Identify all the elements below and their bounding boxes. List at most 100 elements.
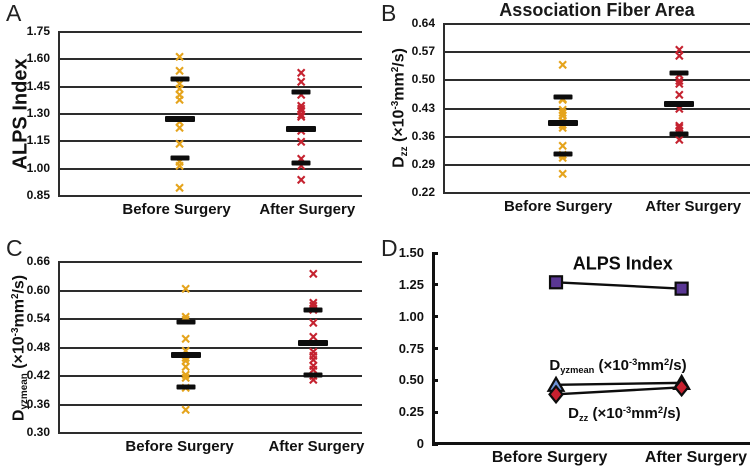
panel-b-dzz: B Association Fiber Area Dzz (×10-3mm2/s… [377,0,755,235]
x-marker-before: × [180,370,192,386]
gridline [58,31,362,33]
mean-bar [298,339,329,346]
sd-bar [553,151,573,157]
x-marker-before: × [557,167,569,183]
x-marker-before: × [174,64,186,80]
axis-tick [432,347,438,350]
x-marker-after: × [673,43,686,59]
panel-letter-c: C [6,235,23,261]
category-label-after: After Surgery [259,201,356,218]
y-tick-label: 0.50 [411,72,435,87]
chart-title-association-fiber-area: Association Fiber Area [499,0,695,20]
sd-bar [669,70,689,76]
gridline [58,432,362,434]
gridline [58,318,362,320]
sd-bar [170,155,190,161]
square-marker-alps-index [674,281,689,296]
sd-bar [303,307,323,313]
mean-bar [170,352,201,359]
gridline [58,289,362,292]
x-marker-after: × [307,373,320,389]
x-marker-after: × [673,87,686,103]
y-tick-label: 0.22 [411,185,435,199]
category-label-after: After Surgery [268,438,365,455]
x-marker-before: × [180,309,192,325]
category-label-before: Before Surgery [491,449,608,466]
x-marker-after: × [307,315,320,331]
line-chart-canvas [546,275,692,405]
y-tick-label: 0.66 [26,254,50,268]
x-marker-after: × [307,329,320,345]
x-marker-before: × [557,138,569,154]
x-marker-before: × [174,155,186,171]
y-tick-label: 0.85 [26,188,50,202]
x-marker-before: × [557,108,569,124]
series-label-0: ALPS Index [572,253,673,274]
x-marker-after: × [295,158,307,174]
y-tick-label: 1.00 [26,160,50,175]
panel-a-alps-index: A ALPS Index × × × × × × × × × × × × × × × × × × × × × × × × × 1… [0,0,377,235]
x-marker-before: × [557,121,569,137]
series-line-alps-index [555,281,682,290]
square-marker-alps-index [548,275,564,290]
x-marker-before: × [174,49,186,65]
x-marker-after: × [295,109,307,125]
x-marker-after: × [295,173,307,189]
axis-tick [432,410,438,414]
gridline [58,58,362,61]
x-marker-before: × [557,102,569,118]
y-tick-label: 1.30 [26,106,50,120]
x-marker-before: × [174,158,186,174]
y-tick-label: 0.75 [398,340,424,356]
x-marker-before: × [180,350,192,366]
x-marker-after: × [307,362,320,378]
x-marker-before: × [174,82,186,98]
x-marker-before: × [180,359,192,375]
gridline [443,107,750,110]
sd-bar [553,94,573,100]
x-marker-after: × [307,345,320,361]
x-marker-after: × [295,65,307,81]
x-marker-after: × [673,120,686,136]
panel-d-summary-lines: D ALPS Index Dyzmean (×10-3mm2/s) Dzz (×10… [377,235,755,471]
x-marker-before: × [174,115,186,131]
y-tick-label: 0.30 [26,425,50,439]
y-tick-label: 1.00 [398,308,424,324]
x-marker-after: × [307,349,320,365]
gridline [443,23,750,25]
y-tick-label: 0.50 [398,372,424,388]
plot-area-c: ××××××××××××××××××××××××× [58,261,362,434]
x-marker-before: × [180,367,192,383]
series-line-dyzmean [556,381,682,386]
y-tick-label: 0 [416,436,424,451]
x-marker-after: × [307,299,320,315]
x-marker-after: × [673,73,686,89]
gridline [443,51,750,54]
panel-letter-a: A [6,0,22,26]
mean-bar [547,119,578,126]
x-marker-before: × [174,136,186,152]
mean-bar [664,101,695,108]
panel-letter-d: D [381,235,398,261]
gridline [58,403,362,406]
panel-letter-b: B [381,0,397,26]
x-marker-before: × [174,180,186,196]
x-marker-after: × [673,118,686,134]
gridline [443,135,750,138]
x-marker-after: × [307,358,320,374]
y-tick-label: 1.75 [26,24,50,38]
panel-c-dyzmean: C Dyzmean (×10-3mm2/s) × × × × × × × × × × × × × × × × ×… [0,235,377,471]
x-marker-after: × [673,76,686,92]
category-label-before: Before Surgery [125,438,234,455]
y-tick-label: 1.15 [26,133,50,148]
y-tick-label: 0.64 [411,16,435,30]
x-marker-before: × [180,345,192,359]
series-line-dzz [555,386,682,396]
sd-bar [176,319,196,325]
gridline [58,195,362,197]
x-marker-after: × [673,101,686,117]
x-marker-after: × [295,74,307,90]
category-label-before: Before Surgery [122,201,231,218]
x-marker-after: × [295,135,307,151]
